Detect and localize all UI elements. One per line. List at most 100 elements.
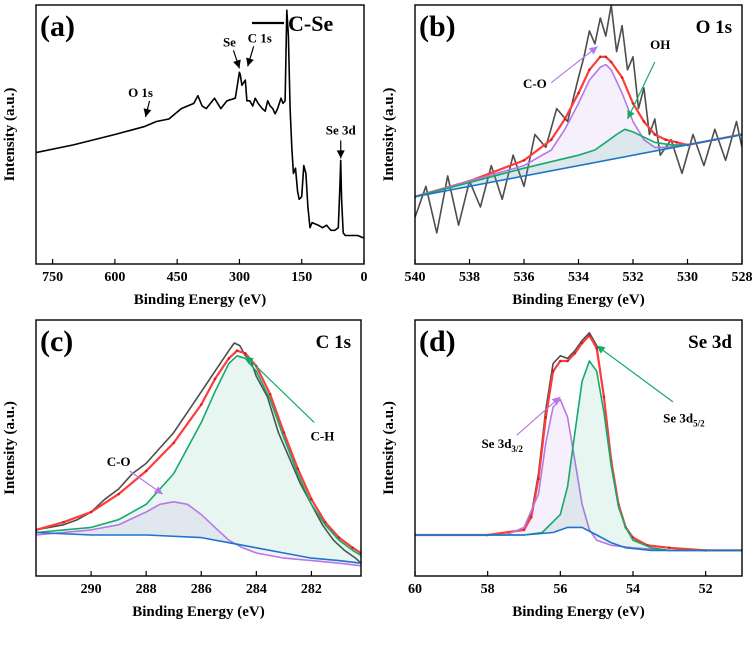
arrow-se3d32-head [551, 396, 561, 406]
fit-point-c [337, 536, 341, 539]
fit-point-c [62, 520, 65, 524]
panel-label-d: (d) [419, 325, 456, 358]
fit-point-d [544, 416, 548, 419]
panel-c: 290 288 286 284 282 Binding Energy (eV) Intens… [2, 319, 362, 620]
plot-frame-c [35, 319, 362, 577]
fit-point-b [550, 138, 553, 141]
series-c-o-b [415, 63, 742, 198]
x-tick-label-a: 450 [167, 270, 188, 285]
series-background-c [36, 531, 361, 564]
x-tick-label-a: 750 [42, 270, 63, 285]
fit-point-c [235, 349, 239, 353]
arrow-se3d-head [336, 150, 345, 159]
series-background-d [415, 526, 742, 552]
fit-point-b [522, 159, 526, 162]
arrow-se3d32 [516, 396, 561, 436]
annotation-c1s: C 1s [248, 30, 272, 45]
fit-point-c [282, 431, 286, 434]
x-tick-label-b: 536 [514, 270, 535, 285]
x-tick-label-a: 0 [361, 270, 368, 285]
panel-d: 60 58 56 54 52 Binding Energy (eV) Intensity (… [381, 319, 743, 620]
plot-area-b [415, 5, 742, 234]
fit-point-b [563, 117, 567, 121]
fit-point-b [599, 55, 602, 59]
fit-point-c [200, 403, 203, 406]
panel-label-b: (b) [419, 10, 456, 43]
fit-point-d [522, 528, 526, 532]
x-axis-title-b: Binding Energy (eV) [512, 292, 645, 308]
x-tick-label-c: 288 [136, 582, 157, 597]
arrow-c-h-c-head [245, 355, 254, 365]
fit-point-b [604, 55, 608, 59]
annotation-c-o-c: C-O [107, 454, 131, 469]
fit-point-b [631, 102, 635, 105]
arrow-oh-b-head [627, 110, 635, 119]
panel-label-a: (a) [40, 10, 75, 43]
fit-point-b [653, 133, 657, 136]
arrow-se3d52-head [596, 345, 606, 354]
panel-b: 540 538 536 534 532 530 528 Binding Energy (eV)… [381, 4, 753, 308]
fit-point-c [144, 469, 148, 473]
series-fit-envelope-c [36, 349, 361, 554]
y-axis-title-a: Intensity (a.u.) [2, 88, 18, 182]
panel-title-c: C 1s [316, 332, 351, 353]
fit-point-b [588, 68, 591, 72]
fit-point-b [664, 138, 667, 141]
x-tick-label-a: 600 [104, 270, 125, 285]
fit-point-c [268, 392, 272, 396]
panel-label-c: (c) [40, 325, 73, 358]
fit-point-c [244, 352, 247, 355]
x-tick-label-d: 58 [481, 582, 495, 597]
series-oh-b [415, 128, 742, 198]
x-tick-label-b: 532 [623, 270, 644, 285]
series-background-b [415, 133, 742, 198]
fit-point-b [609, 60, 613, 64]
series-fit-envelope-d [415, 334, 742, 552]
fit-point-d [559, 359, 562, 363]
x-tick-label-b: 540 [405, 270, 426, 285]
fit-point-d [668, 546, 671, 550]
x-tick-label-d: 60 [408, 582, 422, 597]
fit-point-d [602, 395, 606, 399]
plot-frame-d [414, 319, 743, 577]
fit-point-d [537, 477, 540, 481]
x-tick-label-b: 538 [459, 270, 480, 285]
annotation-c-o-b: C-O [523, 76, 547, 91]
fit-point-b [577, 91, 580, 95]
x-axis-title-c: Binding Energy (eV) [132, 604, 265, 620]
series-c-h-c [36, 354, 361, 557]
plot-area-c [36, 342, 361, 567]
fit-point-d [588, 334, 591, 337]
fit-point-d [530, 515, 533, 519]
arrow-c-h-c [244, 355, 315, 423]
arrow-c1s-head [246, 57, 254, 67]
area-se-3d3-2-d [415, 399, 742, 551]
x-tick-label-d: 56 [553, 582, 567, 597]
y-axis-title-b: Intensity (a.u.) [381, 88, 397, 182]
area-se-3d5-2-d [415, 361, 742, 551]
annotation-c-h-c: C-H [311, 428, 335, 443]
plot-area-d [415, 331, 742, 552]
x-tick-label-c: 282 [301, 582, 322, 597]
plot-area-a [36, 9, 364, 239]
x-tick-label-d: 54 [626, 582, 640, 597]
panel-title-d: Se 3d [688, 332, 732, 353]
x-tick-label-c: 284 [246, 582, 267, 597]
annotation-se3d: Se 3d [326, 122, 357, 137]
series-c-se-a [36, 9, 364, 239]
x-tick-label-b: 528 [732, 270, 753, 285]
panel-title-b: O 1s [696, 17, 732, 38]
arrow-se-head [233, 59, 241, 69]
legend-label-c-se: C-Se [288, 11, 333, 36]
arrow-se3d52 [596, 345, 674, 403]
fit-point-d [580, 341, 584, 345]
fit-point-c [351, 546, 355, 550]
fit-point-d [566, 359, 569, 363]
series-c-o-c [36, 500, 361, 567]
x-axis-title-d: Binding Energy (eV) [512, 604, 645, 620]
x-tick-label-c: 290 [81, 582, 102, 597]
series-se-3d5-2-d [415, 360, 742, 552]
fit-point-b [642, 120, 646, 123]
x-axis-title-a: Binding Energy (eV) [134, 292, 267, 308]
